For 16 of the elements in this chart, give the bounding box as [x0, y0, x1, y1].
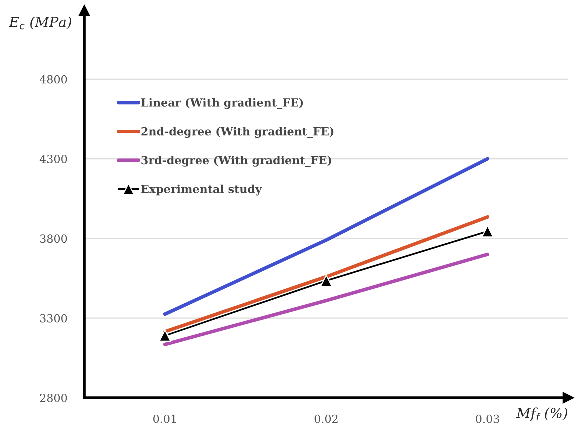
y-tick-label: 2800 [40, 394, 68, 402]
legend-label: Linear (With gradient_FE) [141, 98, 304, 110]
x-tick-label: 0.02 [314, 414, 338, 424]
point [320, 274, 333, 287]
y-tick-label: 3800 [40, 234, 68, 244]
legend-label: 2nd-degree (With gradient_FE) [142, 127, 334, 138]
y-axis-title: E$_{c}$ (MPa) [9, 16, 72, 30]
x-tick-label: 0.01 [154, 414, 176, 424]
y-tick-label: 3300 [40, 314, 68, 323]
y-tick-label: 4300 [40, 155, 68, 164]
legend-label: 3rd-degree (With gradient_FE) [142, 156, 332, 168]
x-axis-title: Mf$_{f}$ (%) [516, 408, 568, 422]
y-tick-label: 4800 [40, 75, 68, 84]
legend-label: Experimental study [141, 184, 262, 196]
point [159, 330, 172, 342]
x-tick-label: 0.03 [476, 414, 500, 424]
